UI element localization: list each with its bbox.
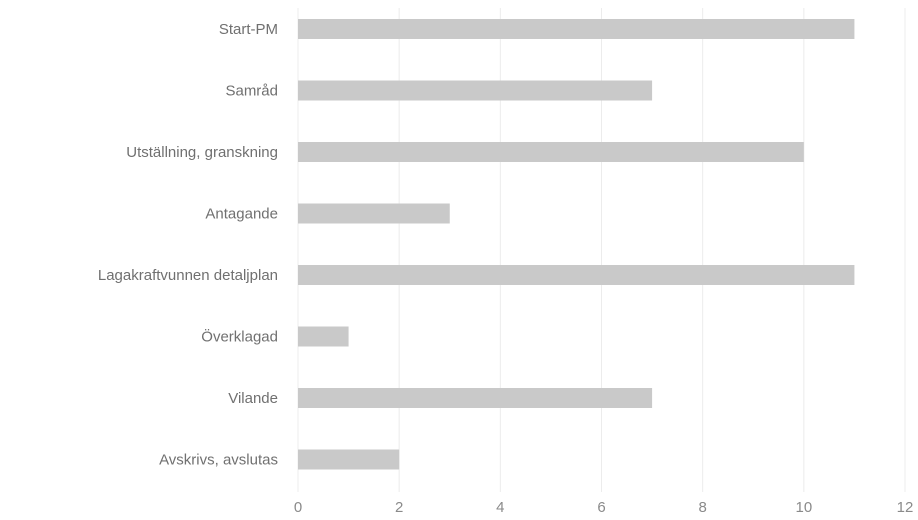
category-label: Samråd <box>225 83 278 100</box>
bar <box>298 388 653 408</box>
category-label: Antagande <box>205 206 278 223</box>
bar <box>298 203 450 224</box>
bar <box>298 19 855 39</box>
bar <box>298 449 400 470</box>
category-label: Vilande <box>228 390 278 407</box>
x-axis-ticks: 0 2 4 6 8 10 12 <box>294 499 914 516</box>
category-label: Lagakraftvunnen detaljplan <box>98 267 278 284</box>
category-label: Avskrivs, avslutas <box>159 452 278 469</box>
bars <box>298 19 855 470</box>
x-tick-label: 4 <box>496 499 504 516</box>
bar <box>298 326 349 347</box>
category-label: Överklagad <box>201 328 278 346</box>
x-tick-label: 6 <box>597 499 605 516</box>
x-tick-label: 8 <box>698 499 706 516</box>
category-label: Utställning, granskning <box>126 144 278 161</box>
bar <box>298 80 653 101</box>
x-tick-label: 2 <box>395 499 403 516</box>
category-label: Start-PM <box>219 21 278 38</box>
bar <box>298 265 855 285</box>
category-labels: Start-PM Samråd Utställning, granskning Ant… <box>98 21 278 469</box>
bar <box>298 142 804 162</box>
x-tick-label: 0 <box>294 499 302 516</box>
x-tick-label: 12 <box>897 499 914 516</box>
x-tick-label: 10 <box>795 499 812 516</box>
